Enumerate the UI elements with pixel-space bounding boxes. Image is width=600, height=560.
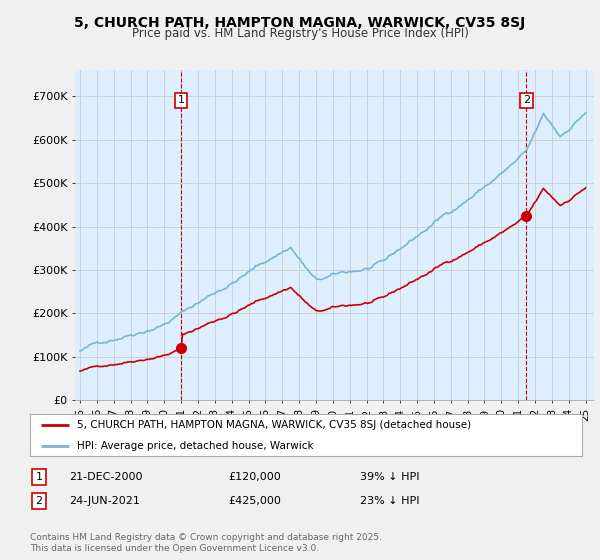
Text: 23% ↓ HPI: 23% ↓ HPI: [360, 496, 419, 506]
Text: 2: 2: [523, 95, 530, 105]
Text: £425,000: £425,000: [228, 496, 281, 506]
Text: 1: 1: [35, 472, 43, 482]
Text: 24-JUN-2021: 24-JUN-2021: [69, 496, 140, 506]
Text: 5, CHURCH PATH, HAMPTON MAGNA, WARWICK, CV35 8SJ: 5, CHURCH PATH, HAMPTON MAGNA, WARWICK, …: [74, 16, 526, 30]
Text: 21-DEC-2000: 21-DEC-2000: [69, 472, 143, 482]
Text: Price paid vs. HM Land Registry's House Price Index (HPI): Price paid vs. HM Land Registry's House …: [131, 27, 469, 40]
Text: Contains HM Land Registry data © Crown copyright and database right 2025.
This d: Contains HM Land Registry data © Crown c…: [30, 533, 382, 553]
Text: £120,000: £120,000: [228, 472, 281, 482]
Text: 1: 1: [178, 95, 185, 105]
Text: HPI: Average price, detached house, Warwick: HPI: Average price, detached house, Warw…: [77, 441, 314, 451]
Text: 39% ↓ HPI: 39% ↓ HPI: [360, 472, 419, 482]
Text: 2: 2: [35, 496, 43, 506]
Text: 5, CHURCH PATH, HAMPTON MAGNA, WARWICK, CV35 8SJ (detached house): 5, CHURCH PATH, HAMPTON MAGNA, WARWICK, …: [77, 420, 471, 430]
